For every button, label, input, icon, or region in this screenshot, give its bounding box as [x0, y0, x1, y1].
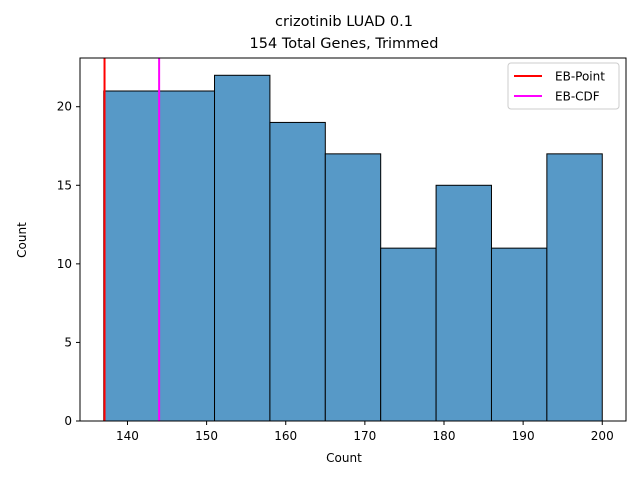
histogram-bar: [158, 90, 216, 422]
histogram-bar: [435, 184, 492, 422]
histogram-bar: [214, 74, 271, 422]
histogram-bar: [380, 247, 437, 422]
x-axis-label: Count: [326, 451, 362, 465]
chart-title-line1: crizotinib LUAD 0.1: [275, 14, 413, 30]
y-tick-label: 0: [64, 414, 72, 428]
plot-frame: [79, 57, 627, 422]
x-tick-label: 200: [591, 429, 614, 443]
histogram-bar: [269, 121, 326, 422]
histogram-bar: [490, 247, 548, 422]
chart-title-line2: 154 Total Genes, Trimmed: [250, 36, 439, 52]
x-tick-label: 140: [116, 429, 139, 443]
histogram-bar: [546, 153, 603, 422]
histogram-bar: [103, 90, 160, 422]
x-axis-ticks: 140 150 160 170 180 190 200: [116, 421, 614, 443]
y-tick-label: 20: [57, 100, 72, 114]
y-tick-label: 5: [64, 335, 72, 349]
legend: EB-Point EB-CDF: [507, 62, 620, 110]
legend-box: [507, 62, 620, 110]
x-tick-label: 190: [512, 429, 535, 443]
histogram-bar: [324, 153, 382, 422]
y-axis-ticks: 0 5 10 15 20: [57, 100, 80, 428]
y-tick-label: 10: [57, 257, 72, 271]
reference-lines: [103, 58, 161, 421]
legend-label: EB-Point: [555, 70, 605, 84]
y-tick-label: 15: [57, 178, 72, 192]
x-tick-label: 160: [274, 429, 297, 443]
x-tick-label: 170: [353, 429, 376, 443]
x-tick-label: 150: [195, 429, 218, 443]
y-axis-label: Count: [15, 222, 29, 258]
x-tick-label: 180: [433, 429, 456, 443]
histogram-bars: [103, 74, 603, 422]
legend-label: EB-CDF: [555, 90, 600, 104]
